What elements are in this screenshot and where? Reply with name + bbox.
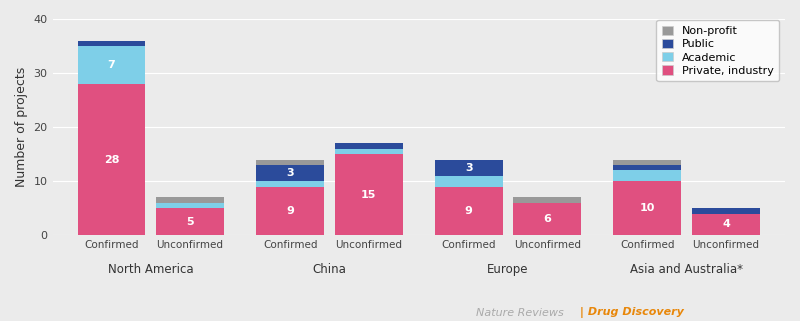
Bar bbox=[156, 208, 224, 235]
Text: 4: 4 bbox=[722, 219, 730, 230]
Bar bbox=[78, 46, 146, 84]
Bar bbox=[335, 154, 402, 235]
Bar bbox=[435, 160, 502, 176]
Text: 9: 9 bbox=[465, 206, 473, 216]
Bar bbox=[435, 176, 502, 187]
Text: 28: 28 bbox=[104, 154, 119, 165]
Text: 3: 3 bbox=[465, 163, 473, 173]
Bar bbox=[614, 170, 682, 181]
Bar bbox=[335, 143, 402, 149]
Text: Nature Reviews: Nature Reviews bbox=[476, 308, 564, 318]
Bar bbox=[156, 197, 224, 203]
Text: 10: 10 bbox=[640, 203, 655, 213]
Bar bbox=[256, 187, 324, 235]
Bar bbox=[78, 84, 146, 235]
Bar bbox=[614, 165, 682, 170]
Bar bbox=[335, 149, 402, 154]
Text: 15: 15 bbox=[361, 190, 377, 200]
Text: 5: 5 bbox=[186, 217, 194, 227]
Text: | Drug Discovery: | Drug Discovery bbox=[576, 307, 684, 318]
Bar bbox=[78, 41, 146, 46]
Bar bbox=[256, 181, 324, 187]
Bar bbox=[692, 208, 760, 213]
Text: China: China bbox=[313, 263, 346, 276]
Text: Asia and Australia*: Asia and Australia* bbox=[630, 263, 743, 276]
Text: 6: 6 bbox=[543, 214, 551, 224]
Bar bbox=[692, 213, 760, 235]
Text: 9: 9 bbox=[286, 206, 294, 216]
Bar bbox=[435, 187, 502, 235]
Bar bbox=[614, 181, 682, 235]
Legend: Non-profit, Public, Academic, Private, industry: Non-profit, Public, Academic, Private, i… bbox=[657, 20, 779, 82]
Bar bbox=[156, 203, 224, 208]
Bar bbox=[514, 203, 582, 235]
Bar bbox=[514, 197, 582, 203]
Text: Europe: Europe bbox=[487, 263, 529, 276]
Bar bbox=[256, 165, 324, 181]
Text: 7: 7 bbox=[108, 60, 115, 70]
Bar bbox=[256, 160, 324, 165]
Y-axis label: Number of projects: Number of projects bbox=[15, 67, 28, 187]
Text: North America: North America bbox=[108, 263, 194, 276]
Text: 3: 3 bbox=[286, 168, 294, 178]
Bar bbox=[614, 160, 682, 165]
